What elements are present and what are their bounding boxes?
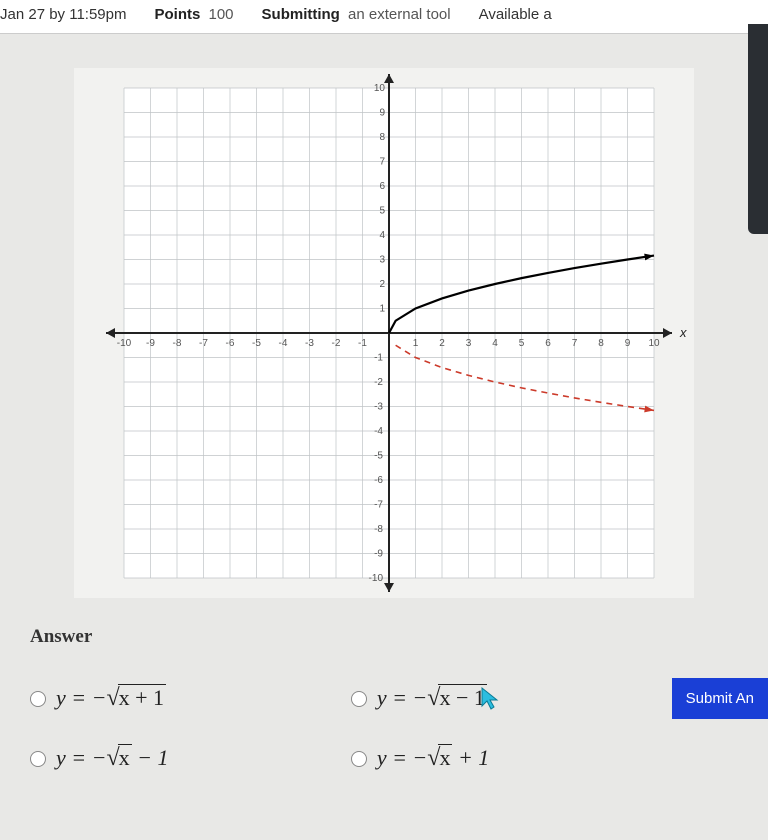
svg-text:4: 4 [379,230,385,241]
available-label: Available a [479,6,552,23]
choices-grid: y = −√x + 1 y = −√x − 1 Submit An y = −√… [30,678,738,772]
svg-text:-8: -8 [374,524,383,535]
svg-text:-5: -5 [374,451,383,462]
svg-text:-2: -2 [332,338,341,349]
svg-text:-6: -6 [226,338,235,349]
submitting-group: Submitting an external tool [262,6,451,23]
due-date: Jan 27 by 11:59pm [0,6,126,23]
choice-c[interactable]: y = −√x − 1 [30,745,333,772]
svg-text:2: 2 [379,279,385,290]
submit-button[interactable]: Submit An [672,678,768,719]
svg-text:7: 7 [379,157,385,168]
svg-text:6: 6 [379,181,385,192]
svg-text:3: 3 [466,338,472,349]
choice-equation: y = −√x + 1 [56,685,166,712]
points-group: Points 100 [154,6,233,23]
choice-equation: y = −√x − 1 [377,685,487,712]
svg-text:9: 9 [625,338,631,349]
points-label: Points [154,6,200,23]
radio-icon[interactable] [30,691,46,707]
submitting-label: Submitting [262,6,340,23]
svg-text:8: 8 [379,132,385,143]
side-panel [748,24,768,234]
assignment-header: Jan 27 by 11:59pm Points 100 Submitting … [0,0,768,34]
svg-text:-4: -4 [279,338,288,349]
choice-equation: y = −√x − 1 [56,745,169,772]
svg-text:-1: -1 [358,338,367,349]
svg-text:x: x [679,325,687,340]
svg-text:2: 2 [439,338,445,349]
svg-text:7: 7 [572,338,578,349]
radio-icon[interactable] [351,751,367,767]
svg-text:10: 10 [648,338,660,349]
svg-text:8: 8 [598,338,604,349]
svg-text:6: 6 [545,338,551,349]
svg-text:-9: -9 [374,549,383,560]
choice-a[interactable]: y = −√x + 1 [30,685,333,712]
svg-text:-7: -7 [374,500,383,511]
svg-text:-2: -2 [374,377,383,388]
svg-text:-5: -5 [252,338,261,349]
svg-text:10: 10 [374,83,386,94]
svg-text:1: 1 [379,304,385,315]
answer-section: Answer y = −√x + 1 y = −√x − 1 Submit An… [0,618,768,772]
svg-text:-3: -3 [374,402,383,413]
svg-text:-6: -6 [374,475,383,486]
choice-d[interactable]: y = −√x + 1 [351,745,654,772]
chart-container: -10 -9 -8 -7 -6 -5 -4 -3 -2 -1 1 2 3 4 5 6 7 8 9 10 -10 -9 -8 -… [0,34,768,618]
svg-text:1: 1 [413,338,419,349]
svg-text:9: 9 [379,108,385,119]
svg-text:-10: -10 [117,338,132,349]
svg-text:-8: -8 [173,338,182,349]
radio-icon[interactable] [351,691,367,707]
svg-text:5: 5 [519,338,525,349]
svg-text:-3: -3 [305,338,314,349]
radio-icon[interactable] [30,751,46,767]
choice-equation: y = −√x + 1 [377,745,490,772]
svg-text:-7: -7 [199,338,208,349]
svg-text:-9: -9 [146,338,155,349]
graph-plot: -10 -9 -8 -7 -6 -5 -4 -3 -2 -1 1 2 3 4 5 6 7 8 9 10 -10 -9 -8 -… [74,68,694,598]
svg-text:3: 3 [379,255,385,266]
points-value: 100 [209,6,234,23]
answer-heading: Answer [30,626,738,648]
svg-text:-1: -1 [374,353,383,364]
choice-b[interactable]: y = −√x − 1 [351,685,654,712]
svg-text:-4: -4 [374,426,383,437]
svg-text:4: 4 [492,338,498,349]
svg-text:5: 5 [379,206,385,217]
submitting-value: an external tool [348,6,451,23]
svg-text:-10: -10 [369,573,384,584]
